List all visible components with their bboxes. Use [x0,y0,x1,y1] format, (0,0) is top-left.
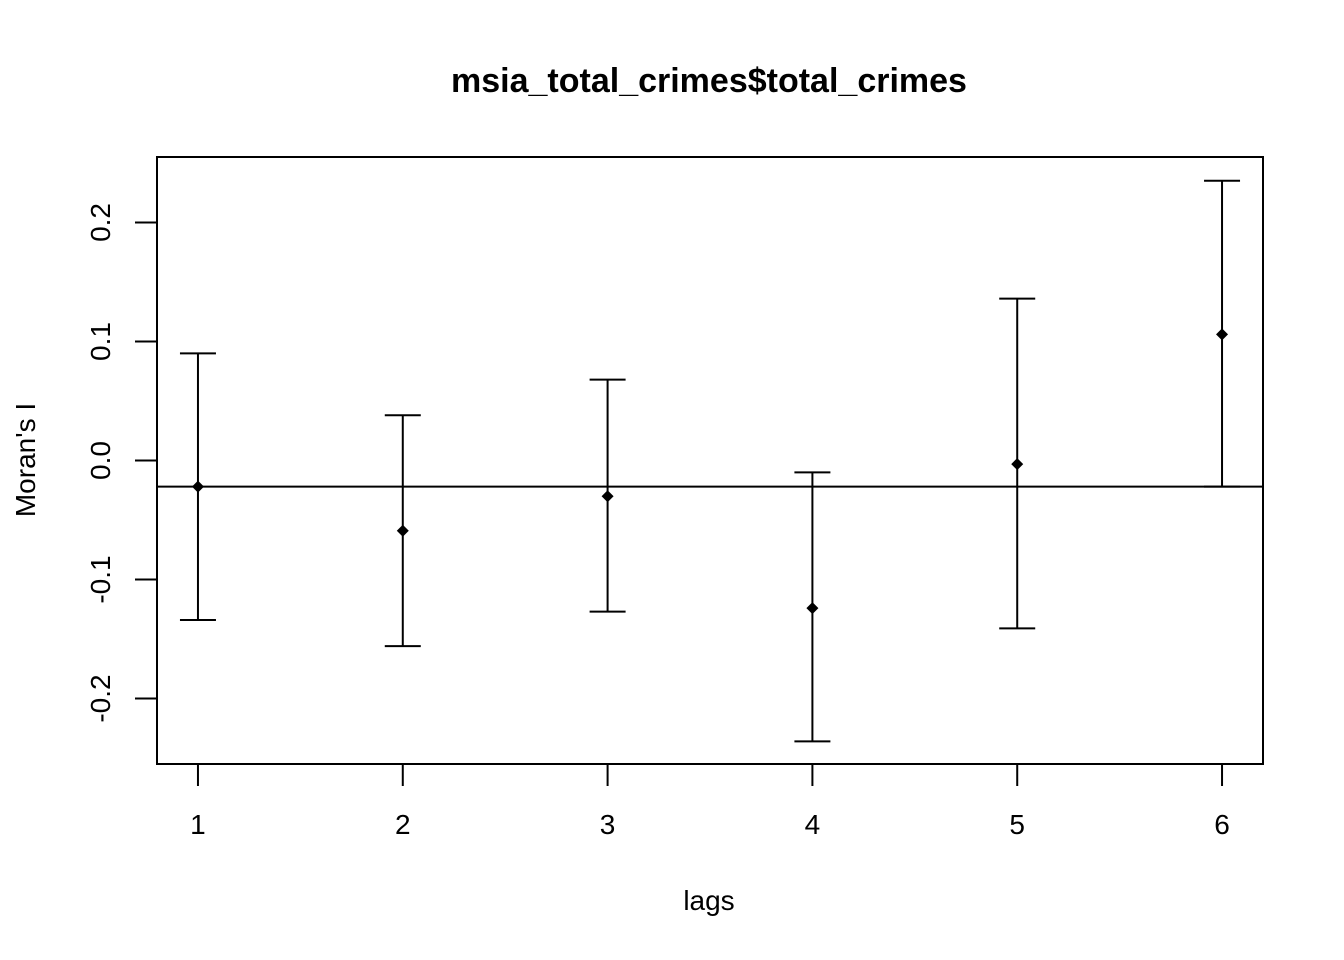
x-tick-label: 5 [1009,809,1025,840]
data-point [1216,328,1229,341]
y-tick-label: -0.2 [85,674,116,722]
y-tick-label: 0.0 [85,441,116,480]
x-tick-label: 6 [1214,809,1230,840]
y-tick-label: 0.2 [85,203,116,242]
data-point [191,480,204,493]
x-axis: 1 2 3 4 5 6 [190,763,1230,840]
data-point [396,524,409,537]
data-point [1011,458,1024,471]
data-point [601,490,614,503]
x-tick-label: 1 [190,809,206,840]
data-points [191,328,1229,615]
chart-title: msia_total_crimes$total_crimes [451,62,967,100]
plot-frame [156,156,1264,765]
y-axis: -0.2 -0.1 0.0 0.1 0.2 [85,203,157,723]
error-bars [179,179,1241,743]
x-axis-label: lags [683,885,734,916]
data-point [806,602,819,615]
y-axis-label: Moran's I [10,403,41,517]
y-tick-label: 0.1 [85,322,116,361]
y-tick-label: -0.1 [85,555,116,603]
x-tick-label: 2 [395,809,411,840]
x-tick-label: 4 [805,809,821,840]
x-tick-label: 3 [600,809,616,840]
